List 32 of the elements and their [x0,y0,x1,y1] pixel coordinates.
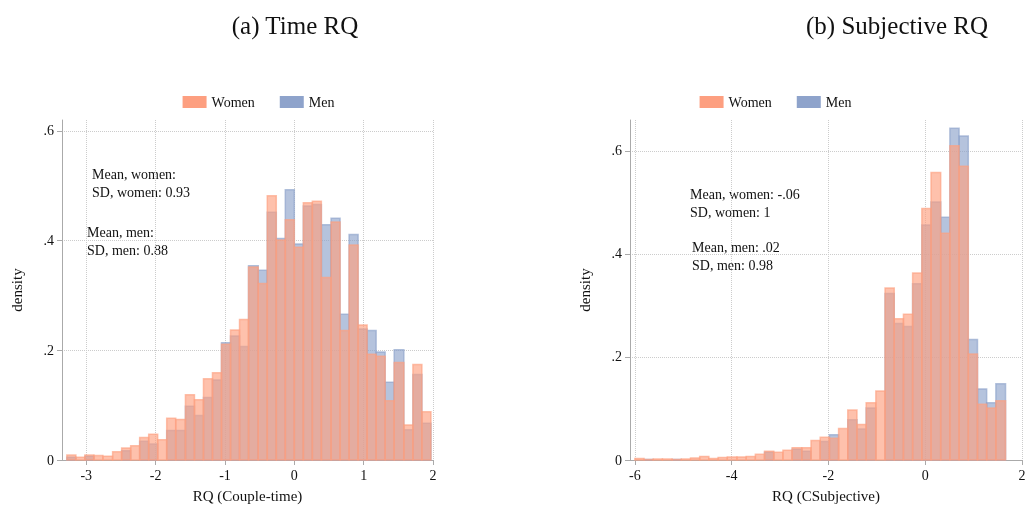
x-tick-label: 0 [290,467,298,483]
legend-label: Men [308,94,335,110]
annotation: Mean, women: SD, women: 0.93 [92,166,190,200]
x-tick-label: -3 [80,467,93,483]
y-tick-label: 0 [47,452,54,468]
x-axis-title: RQ (Couple-time) [192,487,303,505]
y-tick-label: .2 [611,349,622,365]
chart-title: (a) Time RQ [231,12,359,40]
y-tick-label: .2 [43,342,54,358]
x-tick-label: 2 [429,467,437,483]
x-tick-label: 0 [921,467,929,483]
y-tick-label: .6 [611,143,622,159]
y-axis-title: density [576,267,593,312]
legend-label: Men [825,94,852,110]
x-tick-label: -4 [725,467,738,483]
y-tick-label: 0 [615,452,622,468]
x-tick-label: -2 [822,467,835,483]
x-axis-title: RQ (CSubjective) [772,487,880,505]
x-tick-label: -2 [149,467,162,483]
annotation: Mean, women: -.06 SD, women: 1 [690,186,800,220]
y-tick-label: .4 [43,233,54,249]
legend-label: Women [728,94,772,110]
y-axis-title: density [8,267,25,312]
y-tick-label: .4 [611,246,622,262]
annotation: Mean, men: .02 SD, men: 0.98 [692,239,780,273]
x-tick-label: -6 [629,467,641,483]
x-tick-label: 1 [360,467,368,483]
x-tick-label: -1 [219,467,231,483]
x-tick-label: 2 [1018,467,1026,483]
y-tick-label: .6 [43,123,54,139]
legend-label: Women [211,94,255,110]
chart-title: (b) Subjective RQ [806,12,988,40]
